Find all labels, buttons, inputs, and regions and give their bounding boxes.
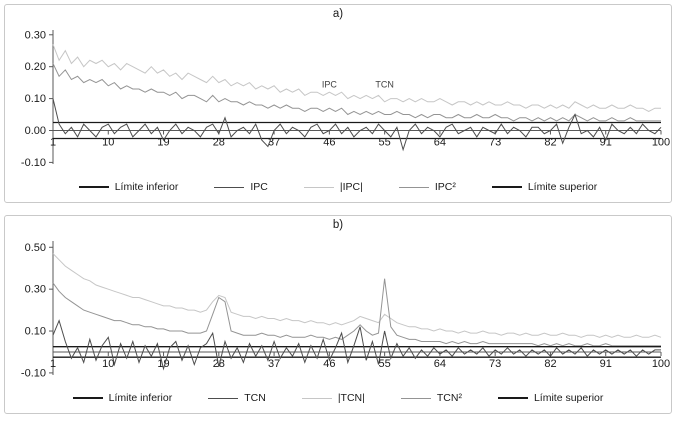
series-line <box>52 253 662 338</box>
y-axis-tick-label: 0.50 <box>25 242 46 254</box>
legend-item: TCN² <box>400 392 462 404</box>
legend-label: IPC² <box>434 181 456 193</box>
chart-panel-a: a) 0.30 0.20 0.10 0.00 -0.10 1 10 19 28 37 46 55 64 7… <box>4 4 672 203</box>
chart-a-legend: Límite inferior IPC |IPC| IPC² Límite superi… <box>7 174 669 200</box>
legend-item: TCN <box>208 392 266 404</box>
x-axis-tick-label: 10 <box>102 137 114 149</box>
y-axis-tick-label: 0.30 <box>25 284 46 296</box>
legend-item: IPC² <box>398 181 456 193</box>
x-axis-tick-label: 37 <box>268 358 280 370</box>
legend-line-sample <box>214 186 245 188</box>
x-axis-tick-label: 91 <box>600 137 612 149</box>
x-axis-tick-label: 1 <box>50 137 56 149</box>
x-axis-tick-label: 64 <box>434 358 446 370</box>
x-axis-tick-label: 64 <box>434 137 446 149</box>
x-axis-tick-label: 91 <box>600 358 612 370</box>
x-axis-tick-label: 73 <box>489 137 501 149</box>
y-axis-tick-label: 0.30 <box>25 29 46 41</box>
y-axis-tick-label: 0.10 <box>25 93 46 105</box>
legend-label: Límite superior <box>533 392 604 404</box>
x-axis-tick-label: 46 <box>323 137 335 149</box>
series-annotation-label: TCN <box>375 79 394 89</box>
x-axis-tick-label: 1 <box>50 358 56 370</box>
legend-label: TCN <box>244 392 266 404</box>
legend-line-sample <box>491 186 522 188</box>
chart-a-plot-area: 0.300.200.100.00-0.101 10 19 28 37 46 55 64 73 82… <box>21 29 670 169</box>
x-axis-tick-label: 100 <box>652 358 670 370</box>
legend-line-sample <box>78 186 109 188</box>
series-line <box>52 278 661 347</box>
series-line <box>52 63 661 122</box>
x-axis-tick-label: 28 <box>213 137 225 149</box>
legend-label: Límite inferior <box>108 392 173 404</box>
x-axis-tick-label: 46 <box>323 358 335 370</box>
legend-line-sample <box>398 186 429 188</box>
legend-label: Límite inferior <box>114 181 179 193</box>
series-line <box>52 98 662 152</box>
series-line <box>52 319 661 371</box>
x-axis-tick-label: 82 <box>544 358 556 370</box>
legend-label: IPC <box>250 181 268 193</box>
legend-item: Límite inferior <box>72 392 173 404</box>
y-axis-tick-label: -0.10 <box>21 367 46 379</box>
legend-label: |IPC| <box>339 181 363 193</box>
legend-item: Límite inferior <box>78 181 179 193</box>
x-axis-tick-label: 19 <box>157 137 169 149</box>
x-axis-tick-label: 100 <box>652 137 670 149</box>
chart-panel-b: b) 0.50 0.30 0.10 -0.10 1 10 19 28 37 46 55 64 73 82 9… <box>4 215 672 414</box>
x-axis-tick-label: 82 <box>544 137 556 149</box>
legend-item: IPC <box>214 181 268 193</box>
legend-item: |TCN| <box>301 392 365 404</box>
x-axis-tick-label: 10 <box>102 358 114 370</box>
legend-line-sample <box>303 186 334 188</box>
legend-item: Límite superior <box>491 181 598 193</box>
series-annotation-label: IPC <box>322 79 338 89</box>
legend-label: |TCN| <box>337 392 365 404</box>
x-axis-tick-label: 55 <box>379 137 391 149</box>
figure: a) 0.30 0.20 0.10 0.00 -0.10 1 10 19 28 37 46 55 64 7… <box>0 4 676 414</box>
chart-title-a: a) <box>332 8 344 20</box>
y-axis-tick-label: 0.10 <box>25 326 46 338</box>
legend-line-sample <box>497 397 528 399</box>
chart-b-legend: Límite inferior TCN |TCN| TCN² Límite superi… <box>7 385 669 411</box>
legend-item: |IPC| <box>303 181 363 193</box>
chart-b-plot-area: 0.500.300.10-0.101 10 19 28 37 46 55 64 73 82 91 10… <box>21 241 670 379</box>
legend-label: TCN² <box>436 392 462 404</box>
y-axis-tick-label: -0.10 <box>21 157 46 169</box>
chart-title-b: b) <box>332 219 344 231</box>
legend-label: Límite superior <box>527 181 598 193</box>
legend-line-sample <box>72 397 103 399</box>
legend-item: Límite superior <box>497 392 604 404</box>
y-axis-tick-label: 0.00 <box>25 125 46 137</box>
x-axis-tick-label: 73 <box>489 358 501 370</box>
legend-line-sample <box>301 397 332 399</box>
legend-line-sample <box>400 397 431 399</box>
x-axis-tick-label: 19 <box>157 358 169 370</box>
series-line <box>52 44 661 112</box>
x-axis-tick-label: 55 <box>379 358 391 370</box>
legend-line-sample <box>208 397 239 399</box>
y-axis-tick-label: 0.20 <box>25 61 46 73</box>
